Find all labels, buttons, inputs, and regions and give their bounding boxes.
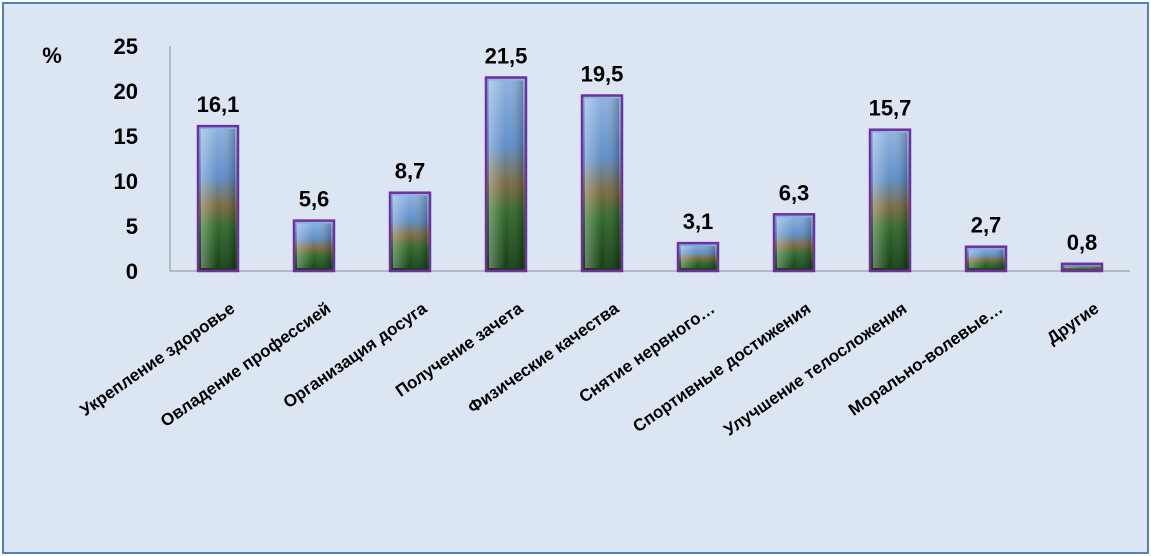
data-label: 8,7 — [395, 159, 426, 184]
y-tick-label: 10 — [114, 169, 138, 194]
y-tick-label: 15 — [114, 124, 138, 149]
data-label: 3,1 — [683, 209, 714, 234]
data-label: 19,5 — [581, 62, 624, 87]
category-label: Улучшение телосложения — [720, 299, 910, 440]
bar-shine — [969, 249, 1003, 268]
category-label: Овладение профессией — [157, 299, 334, 431]
bar-shine — [489, 80, 523, 268]
bar-shine — [681, 246, 715, 268]
y-tick-label: 0 — [126, 259, 138, 284]
bar — [772, 213, 816, 273]
bar — [580, 94, 624, 273]
bar-shine — [777, 217, 811, 268]
bar-shine — [201, 129, 235, 268]
bar-shine — [873, 132, 907, 268]
bar-shine — [585, 98, 619, 268]
bar — [196, 124, 240, 273]
category-label: Морально-волевые… — [845, 299, 1006, 420]
bar — [292, 219, 336, 273]
data-label: 21,5 — [485, 44, 528, 69]
data-label: 0,8 — [1067, 230, 1098, 255]
bar-shine — [1065, 266, 1099, 268]
y-tick-label: 20 — [114, 79, 138, 104]
category-label: Спортивные достижения — [629, 299, 814, 436]
bar — [1060, 262, 1104, 273]
data-label: 5,6 — [299, 187, 330, 212]
category-label: Укрепление здоровье — [76, 299, 238, 420]
data-label: 16,1 — [197, 92, 240, 117]
data-label: 2,7 — [971, 213, 1002, 238]
bar-shine — [297, 223, 331, 268]
category-label: Физические качества — [464, 298, 623, 417]
category-label: Другие — [1043, 299, 1102, 348]
y-tick-label: 25 — [114, 34, 138, 59]
bar — [676, 241, 720, 273]
bar-shine — [393, 195, 427, 268]
data-label: 15,7 — [869, 96, 912, 121]
data-label: 6,3 — [779, 180, 810, 205]
y-tick-label: 5 — [126, 214, 138, 239]
bar — [388, 191, 432, 273]
bar — [964, 245, 1008, 273]
bar — [484, 76, 528, 273]
y-axis-label: % — [42, 43, 62, 68]
bar — [868, 128, 912, 273]
